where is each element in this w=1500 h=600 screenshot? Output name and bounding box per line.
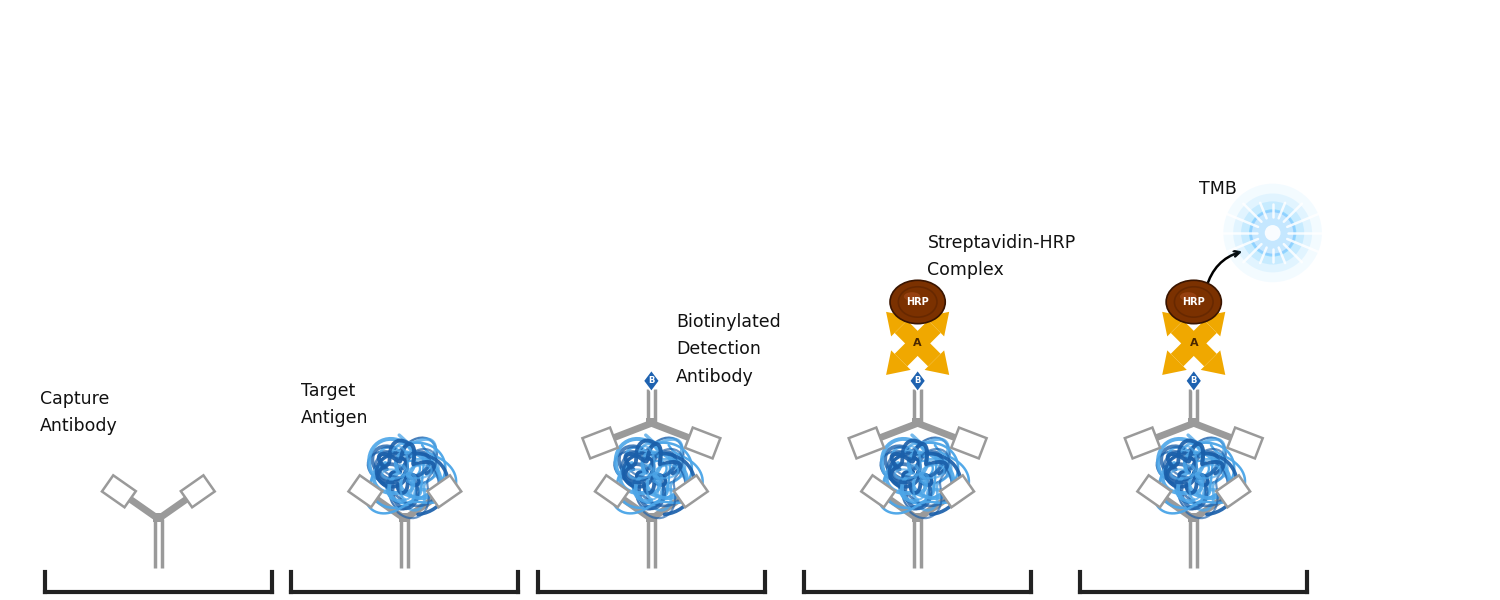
Text: Biotinylated: Biotinylated [676,313,782,331]
Text: Detection: Detection [676,340,760,358]
Ellipse shape [1251,211,1294,254]
Polygon shape [909,370,926,392]
Polygon shape [1200,312,1225,337]
Bar [1188,418,1198,426]
Polygon shape [348,475,382,508]
Text: A: A [1190,338,1198,349]
Ellipse shape [1250,209,1296,257]
Polygon shape [596,475,628,508]
Polygon shape [644,370,660,392]
Ellipse shape [1240,202,1304,265]
Text: B: B [648,376,654,385]
Polygon shape [582,428,618,458]
Text: B: B [1191,376,1197,385]
Polygon shape [912,320,940,350]
Ellipse shape [1224,184,1322,282]
Polygon shape [912,337,940,367]
Polygon shape [1125,428,1160,458]
Ellipse shape [1174,287,1214,317]
Text: TMB: TMB [1198,179,1236,197]
Polygon shape [849,428,883,458]
Polygon shape [940,475,974,508]
Bar [1188,514,1198,521]
Ellipse shape [1180,292,1197,301]
Text: HRP: HRP [906,297,928,307]
Bar [399,514,411,521]
Polygon shape [924,312,950,337]
Text: Complex: Complex [927,262,1004,280]
Polygon shape [924,350,950,375]
Ellipse shape [904,292,921,301]
Ellipse shape [1264,225,1281,241]
Text: A: A [914,338,922,349]
Polygon shape [1216,475,1249,508]
Ellipse shape [1233,193,1312,272]
Polygon shape [1170,320,1200,350]
Polygon shape [1188,320,1216,350]
Polygon shape [182,475,214,508]
Text: Antibody: Antibody [40,417,117,435]
Polygon shape [886,312,910,337]
Text: HRP: HRP [1182,297,1204,307]
Polygon shape [674,475,708,508]
Text: Capture: Capture [40,389,110,407]
Polygon shape [861,475,895,508]
Bar [153,514,164,521]
Ellipse shape [898,287,938,317]
Polygon shape [686,428,720,458]
Text: Streptavidin-HRP: Streptavidin-HRP [927,234,1076,252]
Text: Target: Target [302,382,355,400]
Polygon shape [1185,370,1202,392]
Polygon shape [1170,337,1200,367]
Text: Antigen: Antigen [302,409,369,427]
Text: B: B [915,376,921,385]
Polygon shape [427,475,462,508]
Ellipse shape [890,280,945,323]
Polygon shape [1200,350,1225,375]
Polygon shape [886,350,910,375]
Bar [646,514,657,521]
Bar [912,514,922,521]
Ellipse shape [1166,280,1221,323]
Polygon shape [102,475,136,508]
Polygon shape [1227,428,1263,458]
Polygon shape [951,428,987,458]
Polygon shape [1137,475,1172,508]
Bar [646,418,657,426]
Polygon shape [1162,350,1186,375]
Bar [912,418,922,426]
Polygon shape [1162,312,1186,337]
Polygon shape [894,337,924,367]
Polygon shape [894,320,924,350]
Text: Antibody: Antibody [676,368,754,386]
Polygon shape [1188,337,1216,367]
